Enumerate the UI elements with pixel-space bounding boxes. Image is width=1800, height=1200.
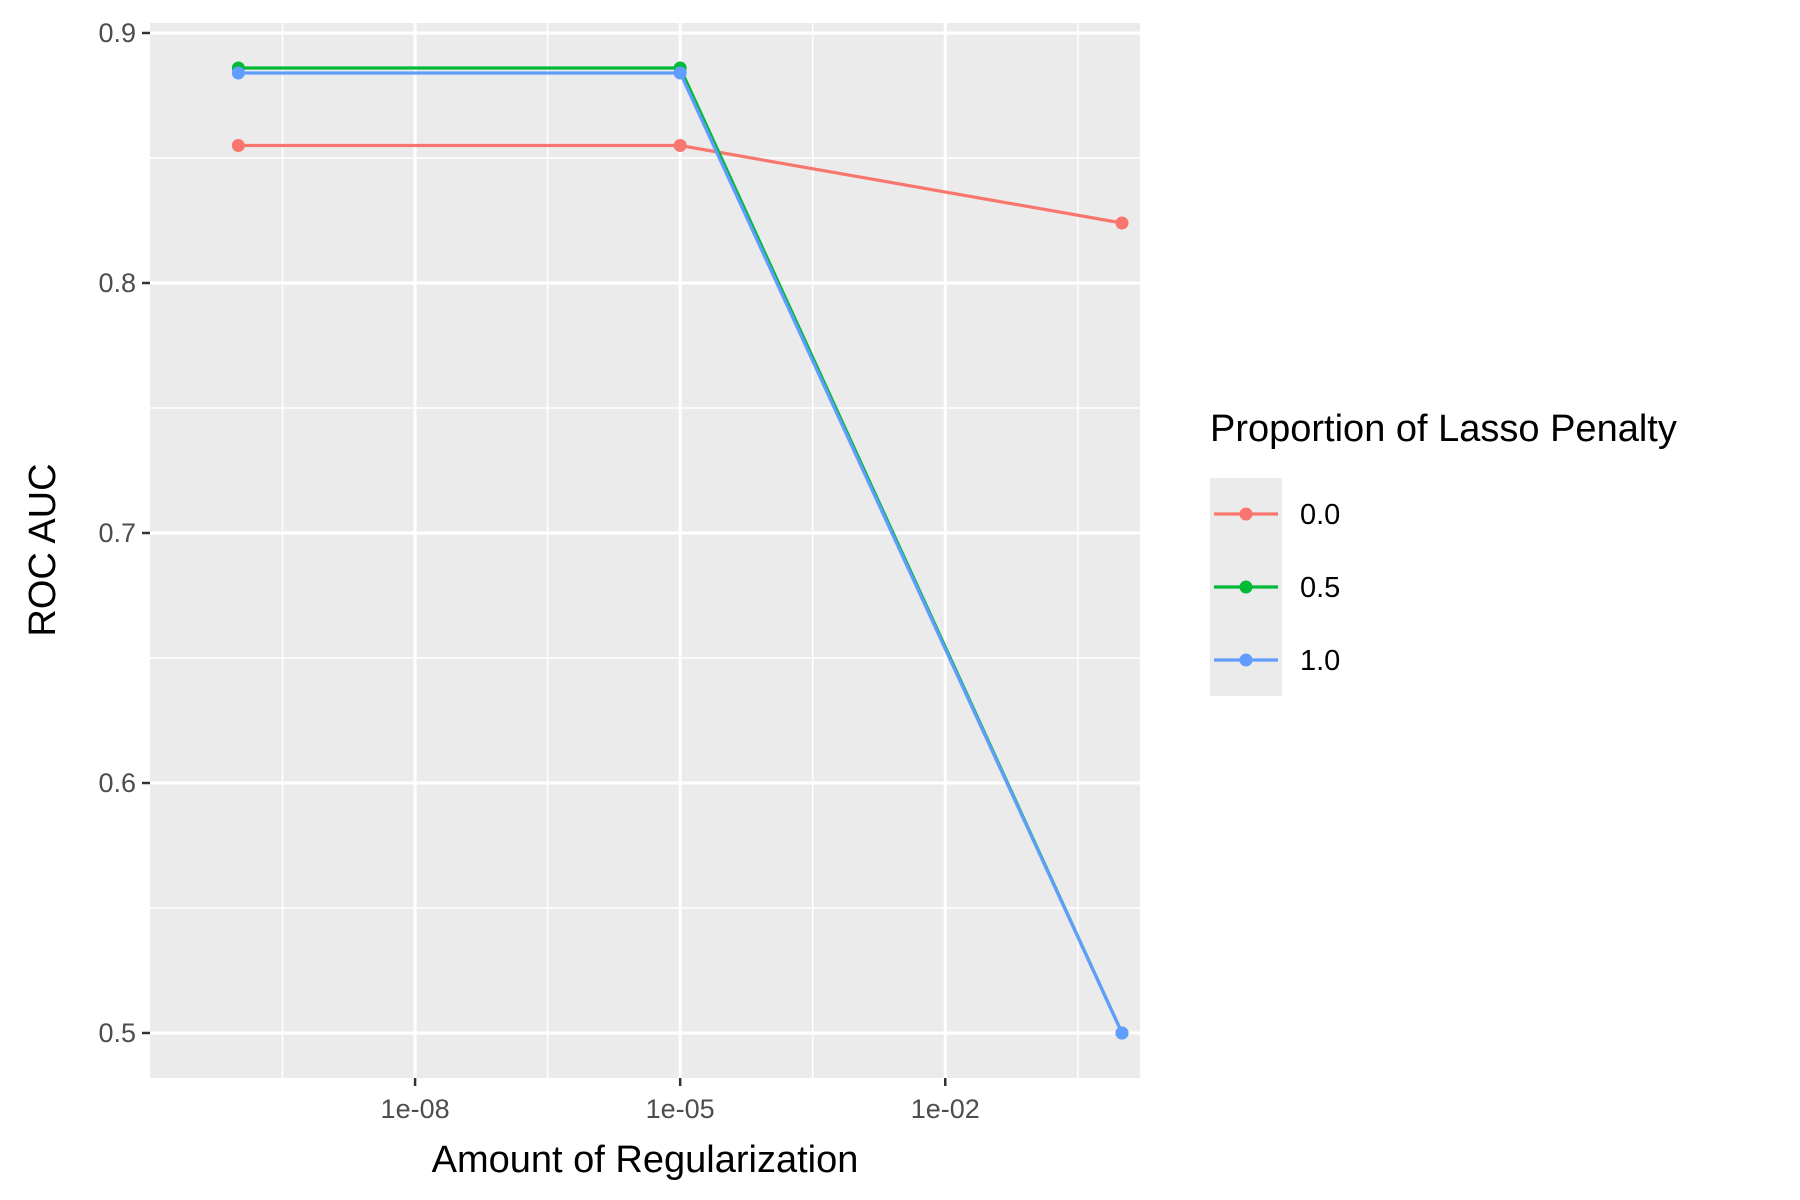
- y-tick-label: 0.7: [98, 518, 136, 548]
- data-point: [673, 66, 687, 80]
- legend-label: 0.5: [1300, 572, 1340, 604]
- data-point: [673, 139, 687, 152]
- legend-title: Proportion of Lasso Penalty: [1210, 408, 1677, 450]
- legend-key-point: [1239, 653, 1253, 667]
- data-point: [231, 66, 245, 80]
- major-gridlines: [150, 23, 1140, 1078]
- legend: Proportion of Lasso Penalty 0.0 0.5 1.0: [1210, 408, 1677, 696]
- data-point: [231, 139, 245, 152]
- minor-gridlines: [150, 23, 1140, 1078]
- legend-key-point: [1239, 580, 1253, 594]
- y-axis-title: ROC AUC: [22, 463, 64, 636]
- data-point: [1115, 1026, 1129, 1040]
- legend-label: 1.0: [1300, 645, 1340, 677]
- y-tick-label: 0.9: [98, 18, 136, 48]
- plot-panel: [150, 23, 1140, 1078]
- data-point: [1115, 216, 1129, 230]
- x-tick-label: 1e-08: [381, 1094, 450, 1124]
- legend-key-point: [1239, 507, 1253, 521]
- y-axis: 0.5 0.6 0.7 0.8 0.9: [98, 18, 150, 1048]
- y-tick-label: 0.8: [98, 268, 136, 298]
- x-axis: 1e-08 1e-05 1e-02: [381, 1078, 980, 1124]
- legend-items: 0.0 0.5 1.0: [1214, 499, 1340, 677]
- legend-label: 0.0: [1300, 499, 1340, 531]
- y-tick-label: 0.6: [98, 768, 136, 798]
- x-axis-title: Amount of Regularization: [432, 1139, 859, 1181]
- y-tick-label: 0.5: [98, 1018, 136, 1048]
- x-tick-label: 1e-02: [911, 1094, 980, 1124]
- x-tick-label: 1e-05: [646, 1094, 715, 1124]
- series-layer: [231, 61, 1129, 1040]
